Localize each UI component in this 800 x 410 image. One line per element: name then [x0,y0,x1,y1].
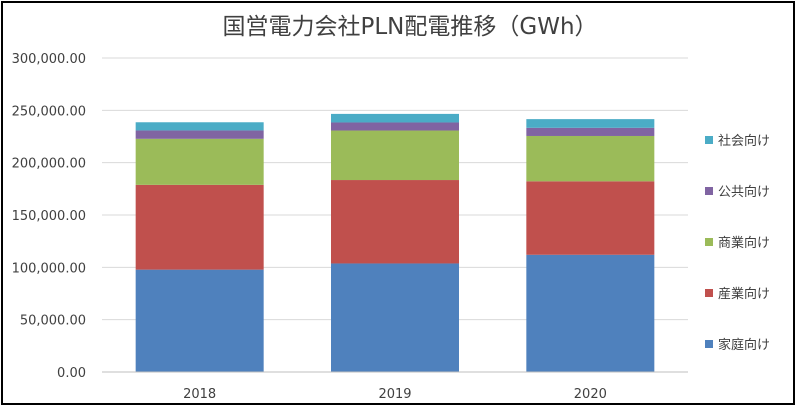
legend-swatch [705,340,713,348]
bar-segment [331,180,459,264]
bar-segment [526,181,655,255]
bar-segment [526,127,655,136]
y-tick-label: 0.00 [57,366,86,381]
bar-segment [135,269,264,372]
bar-segment [331,122,459,131]
bar-segment [526,254,655,372]
x-tick-label: 2020 [574,387,607,402]
bar-segment [331,130,459,181]
chart-title: 国営電力会社PLN配電推移（GWh） [222,14,597,40]
bar-segment [135,122,264,131]
x-axis: 2018 2019 2020 [102,371,688,402]
legend-swatch [705,238,713,246]
y-tick-label: 50,000.00 [20,314,86,329]
y-axis-tick-labels: 0.00 50,000.00 100,000.00 150,000.00 200,000… [12,52,86,381]
legend-label: 社会向け [718,133,770,149]
bar-segment [331,113,459,123]
legend-swatch [705,136,713,144]
bar-segment [135,184,264,270]
legend-label: 家庭向け [718,337,770,353]
legend-label: 商業向け [718,235,770,251]
y-tick-label: 250,000.00 [12,104,86,119]
y-tick-label: 100,000.00 [12,261,86,276]
bar-segment [526,119,655,128]
x-tick-label: 2019 [378,387,411,402]
legend-label: 公共向け [718,184,770,200]
legend-swatch [705,187,713,195]
bars [135,113,655,372]
legend-label: 産業向け [718,286,770,302]
y-tick-label: 300,000.00 [12,52,86,67]
bar-segment [135,138,264,185]
legend-swatch [705,289,713,297]
bar-segment [526,135,655,182]
bar-segment [135,130,264,139]
x-tick-label: 2018 [183,387,216,402]
bar-segment [331,263,459,372]
y-tick-label: 200,000.00 [12,157,86,172]
y-tick-label: 150,000.00 [12,209,86,224]
